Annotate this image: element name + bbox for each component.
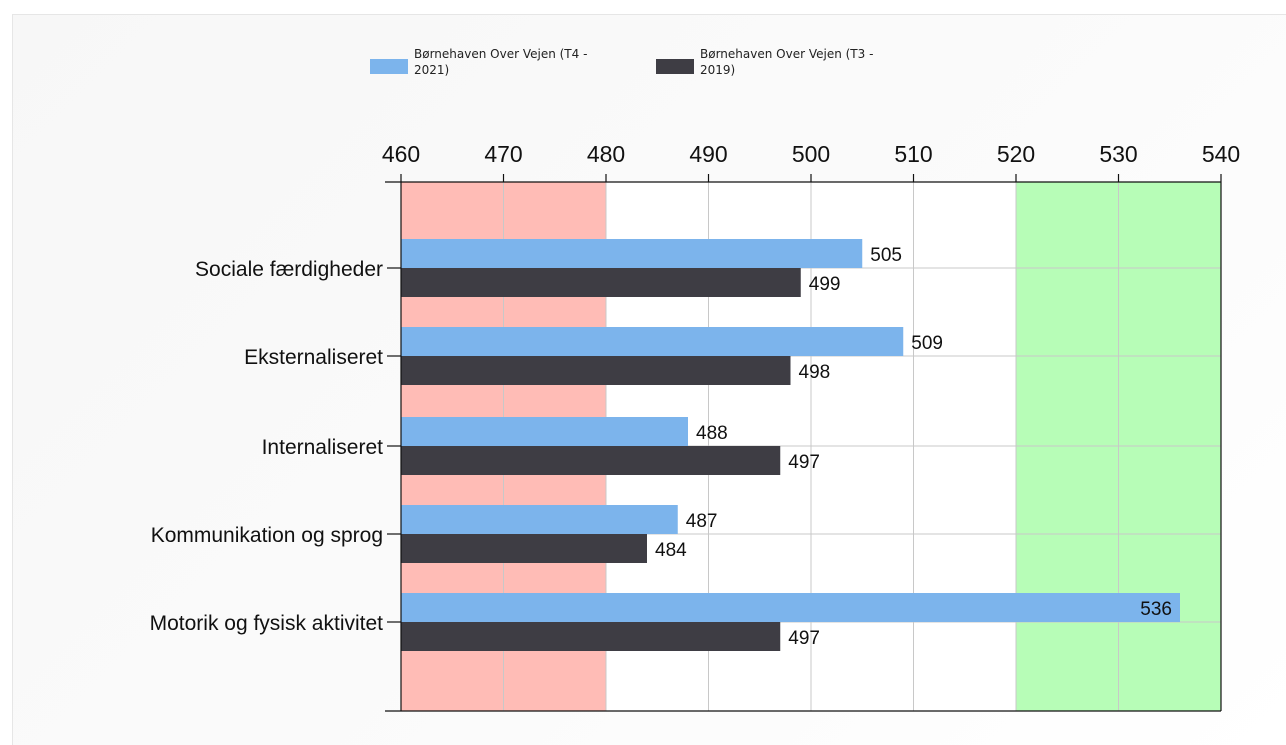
bar-series1-2 <box>401 446 781 475</box>
bar-series1-4 <box>401 622 781 651</box>
legend-swatch-t4-2021 <box>370 59 408 74</box>
bar-series0-2 <box>401 417 688 446</box>
data-label-series0-4: 536 <box>1140 599 1172 620</box>
data-label-series1-3: 484 <box>655 540 687 561</box>
category-label-4: Motorik og fysisk aktivitet <box>150 612 384 635</box>
bar-series0-3 <box>401 505 678 534</box>
x-tick-label-470: 470 <box>484 141 522 167</box>
x-tick-label-540: 540 <box>1202 141 1240 167</box>
data-label-series0-0: 505 <box>870 245 902 266</box>
x-tick-label-500: 500 <box>792 141 830 167</box>
x-tick-label-460: 460 <box>382 141 420 167</box>
legend: Børnehaven Over Vejen (T4 - 2021) Børneh… <box>370 46 912 78</box>
data-label-series1-1: 498 <box>799 362 831 383</box>
legend-item-t4-2021: Børnehaven Over Vejen (T4 - 2021) <box>370 46 626 78</box>
bar-series0-4 <box>401 593 1180 622</box>
bar-series1-0 <box>401 268 801 297</box>
legend-label-t4-2021: Børnehaven Over Vejen (T4 - 2021) <box>414 47 588 77</box>
data-label-series1-4: 497 <box>788 628 820 649</box>
data-label-series0-3: 487 <box>686 511 718 532</box>
x-tick-label-510: 510 <box>894 141 932 167</box>
bar-series0-1 <box>401 327 904 356</box>
bar-series1-1 <box>401 356 791 385</box>
x-tick-label-490: 490 <box>689 141 727 167</box>
category-label-2: Internaliseret <box>262 436 384 459</box>
legend-item-t3-2019: Børnehaven Over Vejen (T3 - 2019) <box>656 46 912 78</box>
legend-swatch-t3-2019 <box>656 59 694 74</box>
bar-series0-0 <box>401 239 863 268</box>
x-tick-label-530: 530 <box>1099 141 1137 167</box>
category-label-1: Eksternaliseret <box>244 346 383 369</box>
category-label-3: Kommunikation og sprog <box>151 524 383 547</box>
category-label-0: Sociale færdigheder <box>195 258 383 281</box>
x-tick-label-480: 480 <box>587 141 625 167</box>
bar-series1-3 <box>401 534 647 563</box>
data-label-series1-2: 497 <box>788 452 820 473</box>
data-label-series1-0: 499 <box>809 274 841 295</box>
x-tick-label-520: 520 <box>997 141 1035 167</box>
data-label-series0-1: 509 <box>911 333 943 354</box>
legend-label-t3-2019: Børnehaven Over Vejen (T3 - 2019) <box>700 47 874 77</box>
data-label-series0-2: 488 <box>696 423 728 444</box>
